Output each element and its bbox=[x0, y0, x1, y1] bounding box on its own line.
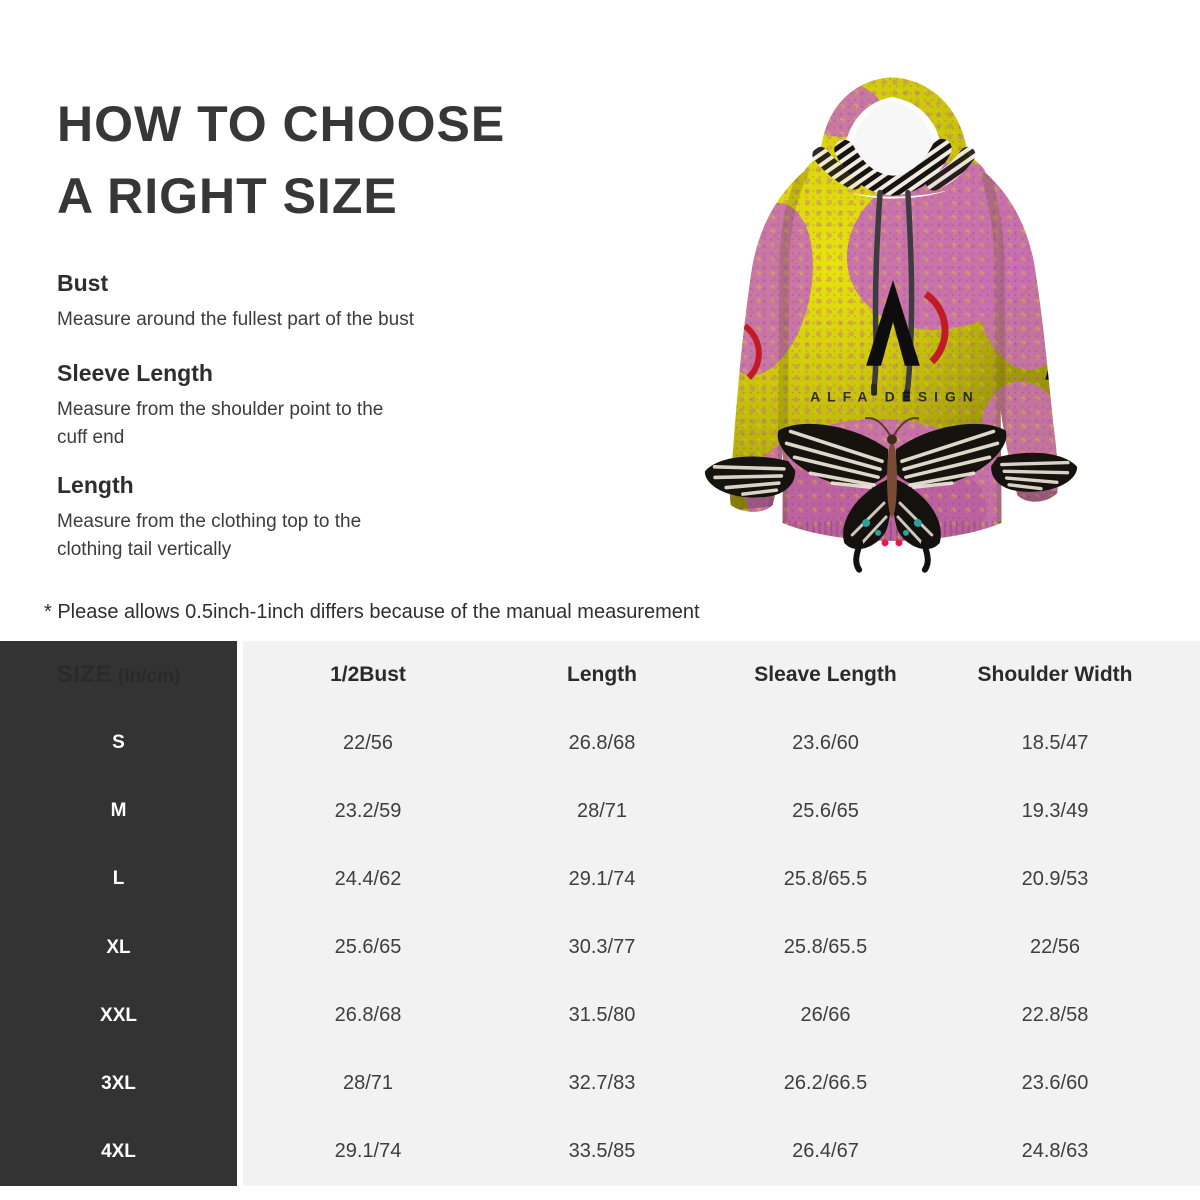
table-row-m: M 23.2/59 28/71 25.6/65 19.3/49 bbox=[0, 777, 1200, 845]
size-column-header: SIZE (in/cm) bbox=[0, 661, 237, 689]
sleeve-logo-fragment-left bbox=[729, 321, 739, 384]
row-label: XL bbox=[106, 936, 131, 958]
table-row-xxl: XXL 26.8/68 31.5/80 26/66 22.8/58 bbox=[0, 982, 1200, 1050]
section-bust: Bust Measure around the fullest part of … bbox=[57, 270, 617, 334]
cell-value: 25.6/65 bbox=[334, 936, 402, 959]
cell-value: 25.8/65.5 bbox=[783, 936, 868, 959]
cell-value: 23.2/59 bbox=[334, 799, 402, 822]
col-header-sleeve-length: Sleave Length bbox=[754, 663, 897, 687]
logo-A-mark bbox=[866, 280, 920, 366]
row-label: S bbox=[112, 732, 125, 754]
size-table-body-bg bbox=[243, 641, 1200, 1186]
row-label: 4XL bbox=[101, 1140, 136, 1162]
table-row-s: S 22/56 26.8/68 23.6/60 18.5/47 bbox=[0, 709, 1200, 777]
hoodie-illustration: ALFA DESIGN bbox=[701, 77, 1081, 573]
cell-value: 30.3/77 bbox=[568, 936, 636, 959]
page-title-line1: HOW TO CHOOSE bbox=[57, 96, 506, 152]
col-header-shoulder-width: Shoulder Width bbox=[977, 663, 1133, 687]
table-row-4xl: 4XL 29.1/74 33.5/85 26.4/67 24.8/63 bbox=[0, 1118, 1200, 1186]
cell-value: 24.8/63 bbox=[1021, 1140, 1089, 1163]
cell-value: 25.8/65.5 bbox=[783, 867, 868, 890]
row-label: M bbox=[110, 800, 127, 822]
butterfly-print bbox=[777, 417, 1007, 573]
cell-value: 24.4/62 bbox=[334, 867, 402, 890]
row-label: 3XL bbox=[101, 1072, 136, 1094]
logo-red-swoosh bbox=[923, 291, 949, 365]
cell-value: 20.9/53 bbox=[1021, 867, 1089, 890]
size-table: SIZE (in/cm) 1/2Bust Length Sleave Length… bbox=[0, 641, 1200, 1186]
cell-value: 25.6/65 bbox=[792, 799, 859, 822]
hood-drawstrings bbox=[871, 189, 915, 397]
size-table-header-row: SIZE (in/cm) 1/2Bust Length Sleave Length… bbox=[0, 641, 1200, 709]
cell-value: 19.3/49 bbox=[1021, 799, 1089, 822]
size-table-label-column-bg bbox=[0, 641, 237, 1186]
cell-value: 29.1/74 bbox=[334, 1140, 402, 1163]
sleeve-length-description-line1: Measure from the shoulder point to the bbox=[57, 399, 384, 420]
cell-value: 26/66 bbox=[800, 1004, 851, 1027]
cell-value: 32.7/83 bbox=[568, 1072, 636, 1095]
length-heading: Length bbox=[57, 472, 134, 498]
section-length: Length Measure from the clothing top to … bbox=[57, 472, 617, 564]
row-label: L bbox=[112, 868, 125, 890]
row-label: XXL bbox=[100, 1004, 137, 1026]
logo-text: ALFA DESIGN bbox=[810, 389, 980, 405]
size-unit: (in/cm) bbox=[118, 666, 181, 688]
page-title: HOW TO CHOOSE A RIGHT SIZE bbox=[57, 88, 657, 232]
section-sleeve-length: Sleeve Length Measure from the shoulder … bbox=[57, 360, 617, 452]
cell-value: 26.4/67 bbox=[792, 1140, 859, 1163]
cell-value: 22.8/58 bbox=[1021, 1004, 1089, 1027]
cell-value: 33.5/85 bbox=[568, 1140, 636, 1163]
cell-value: 31.5/80 bbox=[568, 1004, 636, 1027]
hood-rim-print bbox=[834, 138, 952, 196]
cell-value: 26.8/68 bbox=[568, 731, 636, 754]
cell-value: 29.1/74 bbox=[568, 867, 636, 890]
sleeve-length-heading: Sleeve Length bbox=[57, 360, 213, 386]
col-header-length: Length bbox=[567, 663, 637, 687]
measurement-disclaimer: * Please allows 0.5inch-1inch differs be… bbox=[44, 601, 700, 623]
bust-heading: Bust bbox=[57, 270, 109, 296]
cell-value: 22/56 bbox=[1029, 936, 1081, 959]
col-header-half-bust: 1/2Bust bbox=[330, 663, 406, 687]
sleeve-logo-fragment-right bbox=[1045, 315, 1058, 380]
table-row-l: L 24.4/62 29.1/74 25.8/65.5 20.9/53 bbox=[0, 845, 1200, 913]
length-description-line1: Measure from the clothing top to the bbox=[57, 511, 362, 532]
cell-value: 23.6/60 bbox=[1021, 1072, 1089, 1095]
bust-description: Measure around the fullest part of the b… bbox=[57, 309, 414, 330]
length-description-line2: clothing tail vertically bbox=[57, 539, 232, 560]
cell-value: 28/71 bbox=[342, 1072, 394, 1095]
page-title-line2: A RIGHT SIZE bbox=[57, 168, 398, 224]
sleeve-length-description-line2: cuff end bbox=[57, 427, 125, 448]
chest-logo: ALFA DESIGN bbox=[810, 280, 980, 405]
table-row-xl: XL 25.6/65 30.3/77 25.8/65.5 22/56 bbox=[0, 914, 1200, 982]
cell-value: 26.2/66.5 bbox=[783, 1072, 868, 1095]
cell-value: 18.5/47 bbox=[1021, 731, 1089, 754]
cell-value: 22/56 bbox=[342, 731, 394, 754]
size-label: SIZE bbox=[56, 661, 113, 689]
cell-value: 26.8/68 bbox=[334, 1004, 402, 1027]
table-row-3xl: 3XL 28/71 32.7/83 26.2/66.5 23.6/60 bbox=[0, 1050, 1200, 1118]
product-image-hoodie: ALFA DESIGN bbox=[693, 55, 1091, 573]
cell-value: 28/71 bbox=[576, 799, 628, 822]
cell-value: 23.6/60 bbox=[792, 731, 859, 754]
